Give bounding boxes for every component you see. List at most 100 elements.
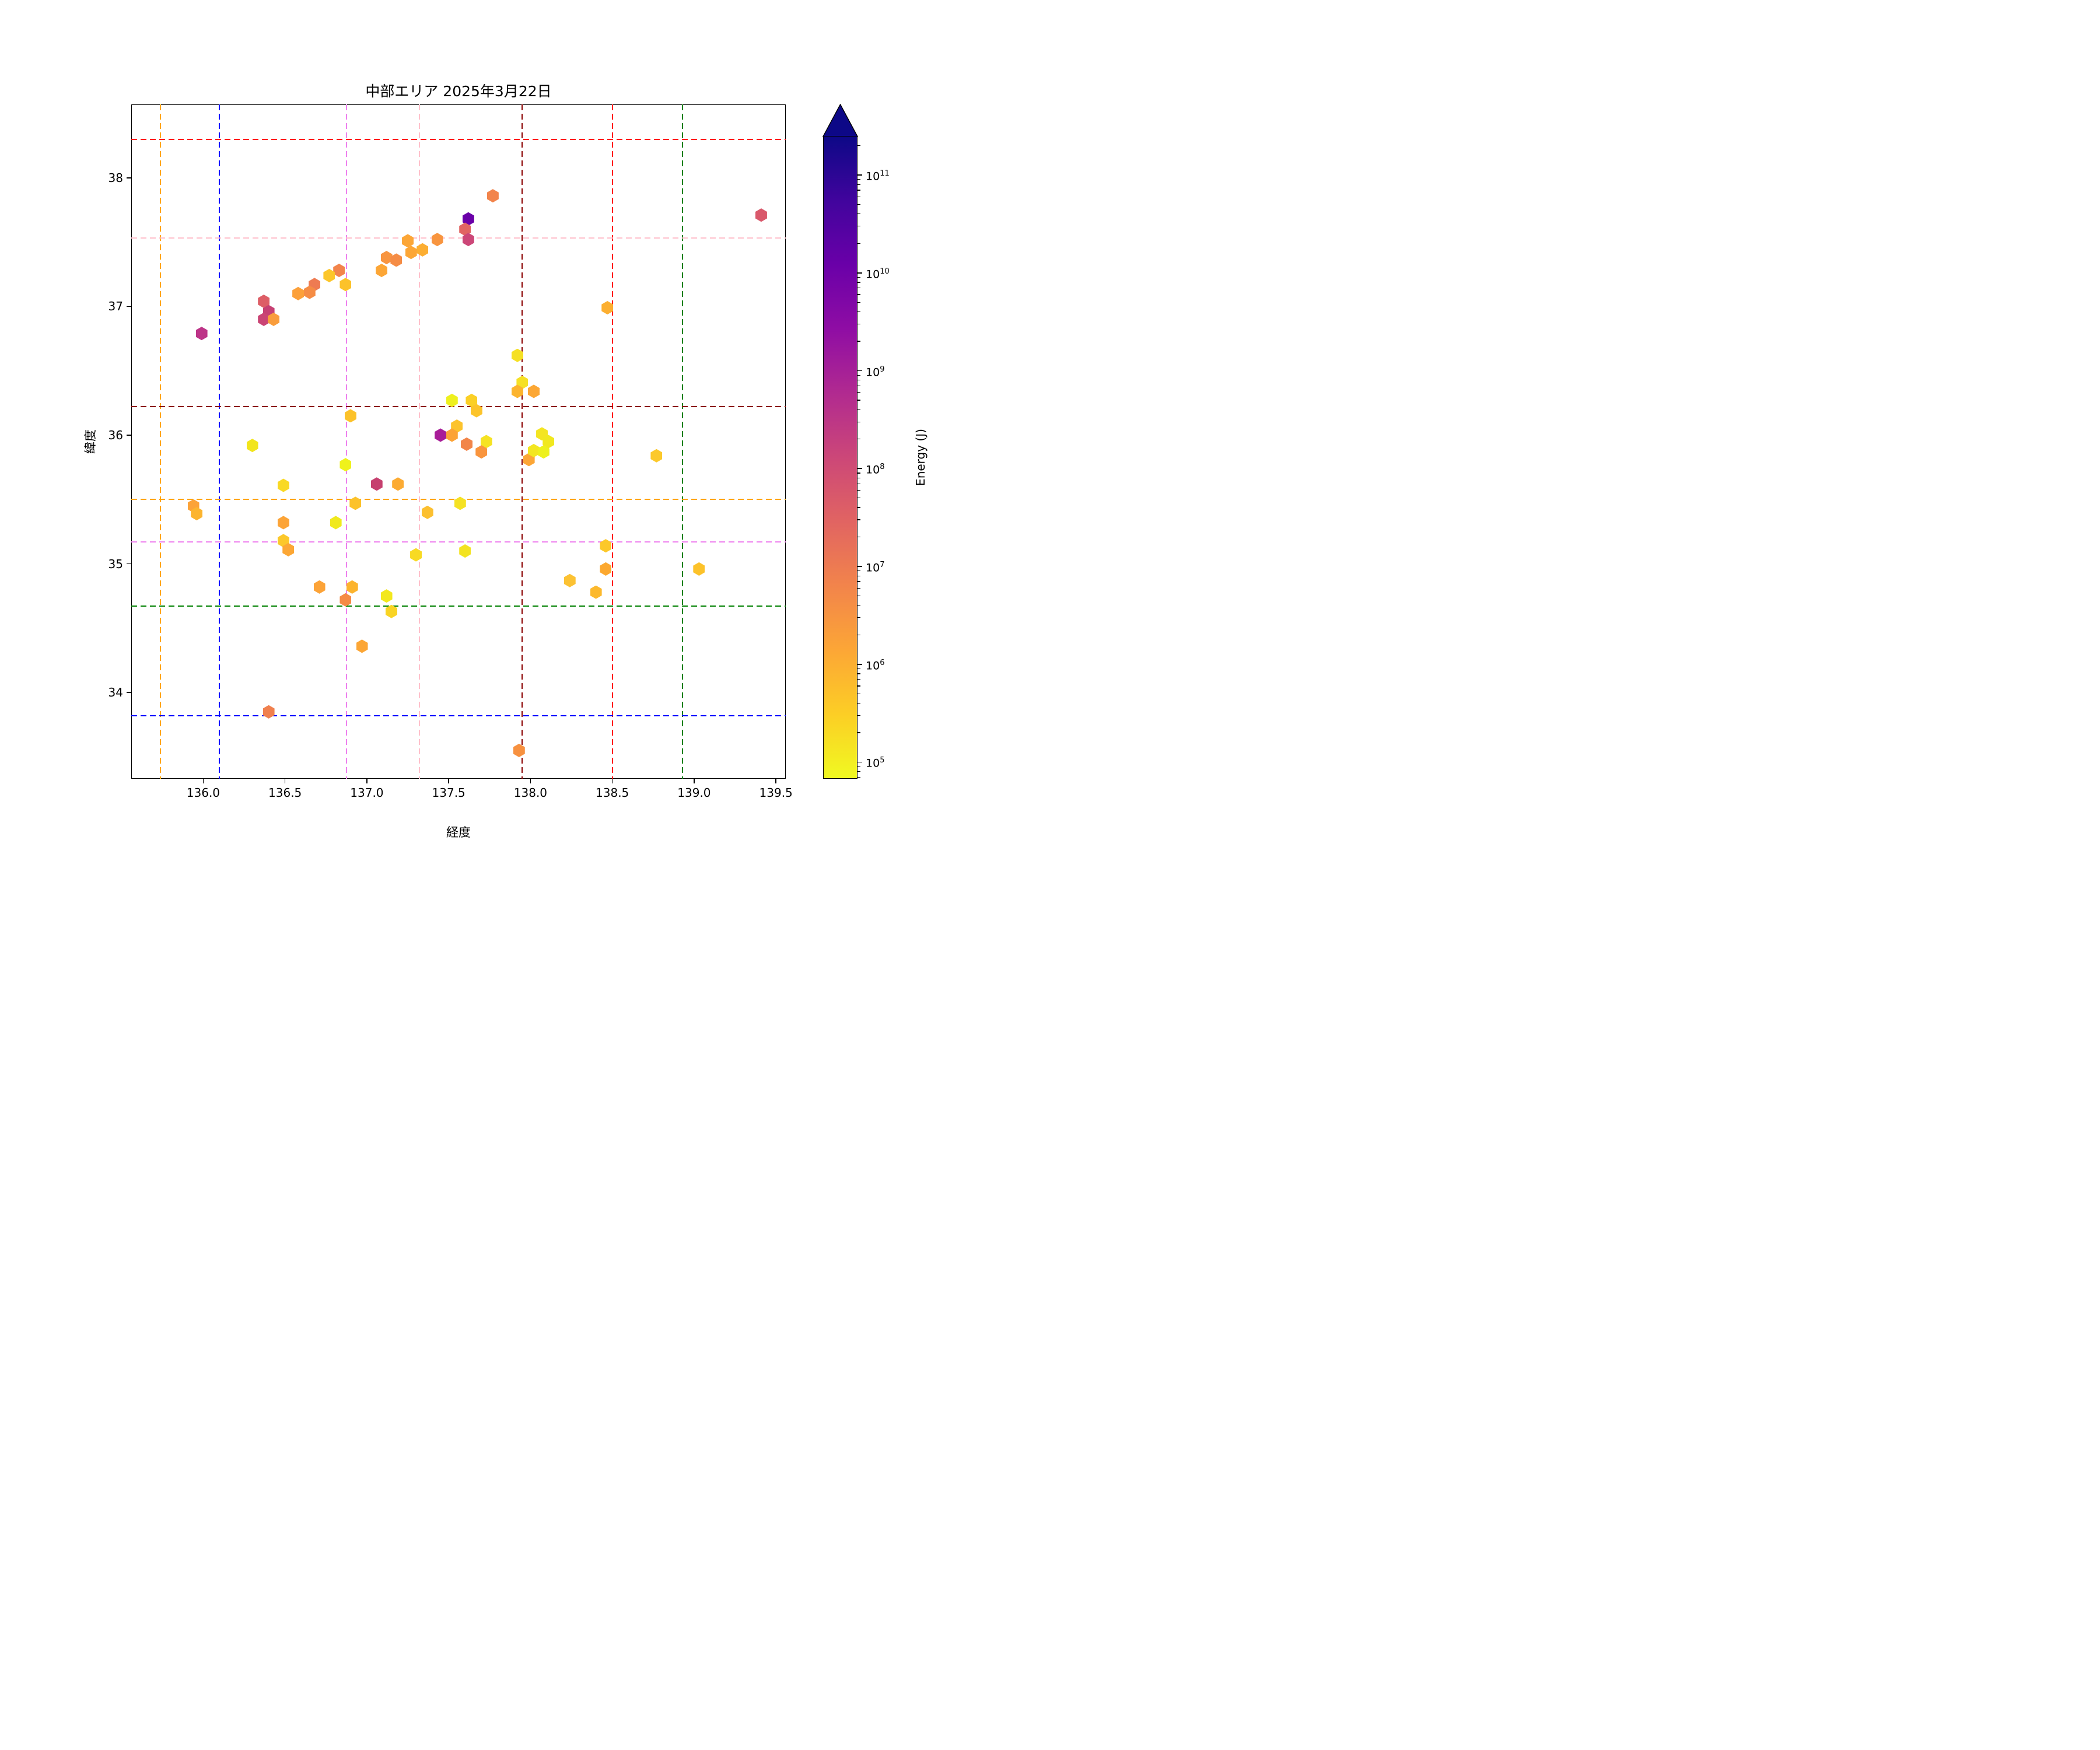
x-tick-label: 137.0 [350,786,384,800]
data-point-hex [435,428,447,442]
data-point-hex [330,516,342,530]
data-point-hex [344,409,356,423]
chart-title: 中部エリア 2025年3月22日 [365,83,552,100]
data-point-hex [542,435,555,449]
data-point-hex [564,573,576,587]
colorbar-tick-label: 109 [866,365,885,379]
colorbar-tick-label: 1011 [866,169,890,183]
colorbar-minor-tick [858,679,860,680]
colorbar-minor-tick [858,605,860,606]
data-point-hex [277,534,289,548]
data-point-hex [340,593,352,607]
colorbar-extend-arrow [822,104,858,137]
colorbar-minor-tick [858,519,860,520]
data-point-hex [313,580,326,594]
data-point-hex [462,212,474,226]
data-point-hex [446,393,458,407]
y-tick-label: 37 [108,299,123,314]
data-point-hex [258,312,270,326]
data-point-hex [480,435,492,449]
data-point-hex [380,589,393,603]
colorbar-minor-tick [858,507,860,508]
data-point-hex [380,250,393,265]
data-point-hex [451,419,463,433]
refline-horizontal-violet [131,541,786,543]
data-point-hex [693,562,705,576]
colorbar-major-tick [858,272,862,274]
colorbar-major-tick [858,566,862,567]
y-tick-mark [127,563,131,565]
x-tick-label: 136.5 [268,786,302,800]
data-point-hex [410,548,422,562]
data-point-hex [466,393,478,407]
colorbar-minor-tick [858,668,860,670]
x-tick-mark [611,779,613,783]
colorbar-major-tick [858,761,862,763]
data-point-hex [405,246,417,260]
data-point-hex [431,233,443,247]
refline-horizontal-darkred [131,406,786,408]
data-point-hex [462,233,474,247]
colorbar-minor-tick [858,276,860,278]
colorbar-minor-tick [858,673,860,674]
data-point-hex [340,278,352,292]
x-tick-label: 138.5 [596,786,629,800]
colorbar-minor-tick [858,184,860,185]
x-tick-mark [284,779,286,783]
colorbar-minor-tick [858,145,860,146]
data-point-hex [601,301,614,315]
data-point-hex [511,384,523,398]
colorbar-minor-tick [858,581,860,582]
colorbar-gradient [823,136,858,779]
colorbar-minor-tick [858,204,860,205]
y-tick-label: 36 [108,428,123,442]
colorbar-minor-tick [858,570,860,572]
data-point-hex [511,348,523,362]
data-point-hex [282,542,295,556]
colorbar-minor-tick [858,766,860,767]
data-point-hex [195,327,208,341]
data-point-hex [446,428,458,442]
colorbar-minor-tick [858,732,860,733]
x-tick-mark [775,779,776,783]
data-point-hex [487,189,499,203]
x-tick-mark [530,779,531,783]
data-point-hex [268,312,280,326]
colorbar-minor-tick [858,243,860,244]
colorbar-minor-tick [858,302,860,303]
data-point-hex [470,404,482,418]
refline-vertical-darkred [522,104,523,779]
data-point-hex [528,384,540,398]
data-point-hex [262,705,275,719]
colorbar-minor-tick [858,392,860,393]
colorbar-major-tick [858,370,862,372]
data-point-hex [370,477,383,491]
colorbar-tick-label: 1010 [866,267,890,281]
colorbar-minor-tick [858,702,860,704]
data-point-hex [392,477,404,491]
colorbar-tick-label: 105 [866,756,885,770]
colorbar-major-tick [858,663,862,665]
data-point-hex [303,285,316,299]
data-point-hex [523,453,535,467]
data-point-hex [349,496,362,510]
data-point-hex [475,445,488,459]
colorbar-minor-tick [858,776,860,778]
data-point-hex [590,585,602,599]
x-tick-label: 139.5 [759,786,793,800]
y-tick-label: 34 [108,685,123,700]
x-tick-label: 137.5 [432,786,466,800]
colorbar-major-tick [858,468,862,470]
colorbar-minor-tick [858,374,860,376]
colorbar-minor-tick [858,685,860,687]
refline-horizontal-pink [131,237,786,239]
data-point-hex [454,496,466,510]
data-point-hex [323,268,335,282]
colorbar-minor-tick [858,489,860,491]
x-axis-label: 経度 [446,825,471,839]
colorbar-tick-label: 107 [866,561,885,575]
y-tick-mark [127,306,131,307]
data-point-hex [333,264,345,278]
x-tick-label: 138.0 [513,786,548,800]
colorbar-minor-tick [858,617,860,618]
